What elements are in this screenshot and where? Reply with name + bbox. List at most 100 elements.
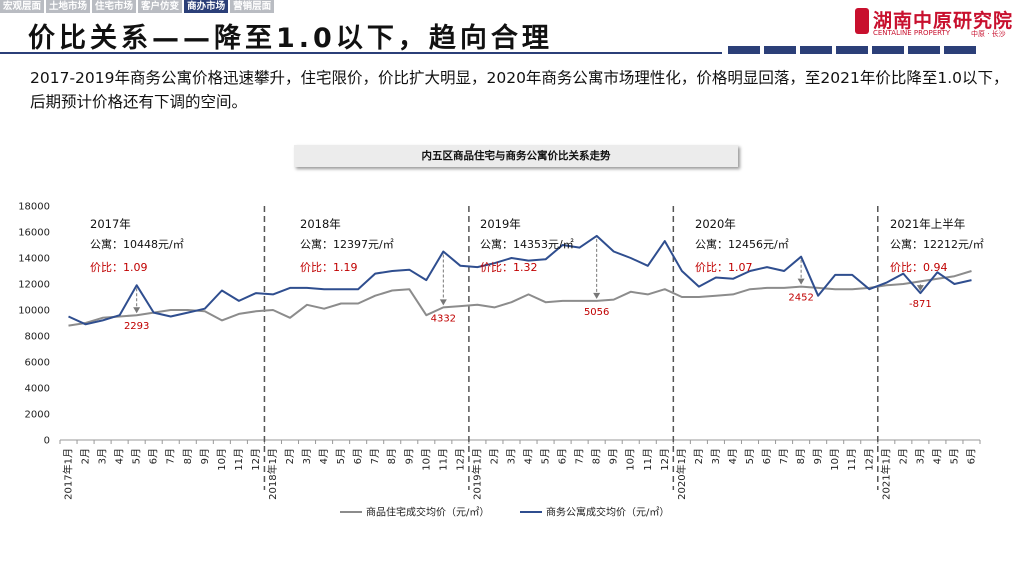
intro-text: 2017-2019年商务公寓价格迅速攀升，住宅限价，价比扩大明显，2020年商务… — [30, 69, 1009, 111]
x-tick-label: 3月 — [505, 448, 517, 464]
nav-item-3[interactable]: 客户仿变 — [138, 0, 183, 13]
y-tick-label: 6000 — [25, 358, 50, 369]
x-tick-label: 2017年1月 — [62, 448, 75, 500]
nav-item-5[interactable]: 营销层面 — [230, 0, 275, 13]
page-title: 价比关系——降至1.0以下，趋向合理 — [28, 23, 553, 54]
x-tick-label: 6月 — [557, 448, 569, 464]
x-tick-label: 7月 — [369, 448, 381, 464]
x-tick-label: 5月 — [131, 448, 143, 464]
segment-apartment-price: 公寓：14353元/㎡ — [480, 237, 574, 251]
x-tick-label: 2月 — [693, 448, 705, 464]
logo-name: 湖南中原研究院 — [873, 10, 1014, 32]
y-tick-label: 8000 — [25, 332, 50, 343]
difference-arrow-icon — [439, 299, 447, 306]
top-navigation: 宏观层面 土地市场 住宅市场 客户仿变 商办市场 营销层面 — [0, 0, 275, 13]
x-tick-label: 3月 — [914, 448, 926, 464]
legend-apartment: 商务公寓成交均价（元/㎡） — [546, 506, 669, 519]
x-tick-label: 2021年1月 — [879, 448, 892, 500]
x-tick-label: 2月 — [284, 448, 296, 464]
y-tick-label: 2000 — [25, 410, 50, 421]
price-ratio-chart: 0 2000 4000 6000 8000 10000 12000 14000 16000 180… — [18, 202, 984, 519]
x-tick-label: 10月 — [420, 448, 432, 471]
x-tick-label: 3月 — [97, 448, 109, 464]
x-tick-label: 11月 — [437, 448, 449, 471]
x-tick-label: 11月 — [642, 448, 654, 471]
y-tick-label: 14000 — [18, 254, 50, 265]
segment-price-ratio: 价比：1.32 — [480, 261, 538, 274]
y-tick-label: 0 — [44, 436, 50, 447]
x-tick-label: 7月 — [165, 448, 177, 464]
segment-year-label: 2021年上半年 — [890, 217, 965, 231]
x-tick-label: 5月 — [744, 448, 756, 464]
y-tick-label: 10000 — [18, 306, 50, 317]
title-accent-blocks — [728, 46, 976, 54]
y-tick-label: 4000 — [25, 384, 50, 395]
logo-city: 中原 · 长沙 — [971, 30, 1006, 38]
brand-logo: 湖南中原研究院 CENTALINE PROPERTY 中原 · 长沙 — [855, 6, 1012, 42]
x-tick-label: 4月 — [114, 448, 126, 464]
difference-label: 4332 — [431, 313, 456, 324]
x-tick-label: 7月 — [574, 448, 586, 464]
x-tick-label: 4月 — [727, 448, 739, 464]
residential-price-line — [68, 270, 972, 327]
x-tick-label: 9月 — [608, 448, 620, 464]
nav-item-1[interactable]: 土地市场 — [46, 0, 91, 13]
segment-price-ratio: 价比：1.07 — [695, 261, 753, 274]
difference-label: 2293 — [124, 321, 149, 332]
difference-arrow-icon — [133, 307, 141, 314]
segment-apartment-price: 公寓：12397元/㎡ — [300, 237, 394, 251]
segment-price-ratio: 价比：1.19 — [300, 261, 358, 274]
x-tick-label: 11月 — [233, 448, 245, 471]
segment-year-label: 2018年 — [300, 217, 341, 231]
x-tick-label: 9月 — [403, 448, 415, 464]
nav-item-2[interactable]: 住宅市场 — [92, 0, 137, 13]
x-tick-label: 12月 — [250, 448, 262, 471]
difference-arrow-icon — [797, 278, 805, 285]
x-tick-label: 6月 — [352, 448, 364, 464]
x-tick-label: 10月 — [829, 448, 841, 471]
y-tick-label: 12000 — [18, 280, 50, 291]
x-tick-label: 7月 — [778, 448, 790, 464]
x-tick-label: 6月 — [965, 448, 977, 464]
difference-label: 5056 — [584, 307, 609, 318]
x-tick-label: 5月 — [335, 448, 347, 464]
x-tick-label: 8月 — [795, 448, 807, 464]
x-tick-label: 8月 — [591, 448, 603, 464]
x-tick-label: 12月 — [454, 448, 466, 471]
x-tick-label: 11月 — [846, 448, 858, 471]
x-tick-label: 4月 — [523, 448, 535, 464]
x-tick-label: 2020年1月 — [675, 448, 688, 500]
legend-residential: 商品住宅成交均价（元/㎡） — [366, 506, 489, 519]
x-tick-label: 4月 — [318, 448, 330, 464]
title-underline — [0, 52, 722, 54]
difference-arrow-icon — [916, 285, 924, 292]
x-tick-label: 8月 — [386, 448, 398, 464]
chart-title: 内五区商品住宅与商务公寓价比关系走势 — [294, 145, 738, 167]
x-tick-label: 9月 — [812, 448, 824, 464]
x-tick-label: 5月 — [540, 448, 552, 464]
x-tick-label: 2019年1月 — [470, 448, 483, 500]
x-tick-label: 12月 — [659, 448, 671, 471]
x-tick-label: 8月 — [182, 448, 194, 464]
x-tick-label: 5月 — [948, 448, 960, 464]
x-tick-label: 2018年1月 — [266, 448, 279, 500]
difference-arrow-icon — [593, 292, 601, 299]
nav-item-0[interactable]: 宏观层面 — [0, 0, 45, 13]
x-tick-label: 6月 — [761, 448, 773, 464]
difference-label: 2452 — [788, 293, 813, 304]
x-tick-label: 10月 — [625, 448, 637, 471]
x-tick-label: 3月 — [710, 448, 722, 464]
segment-year-label: 2020年 — [695, 217, 736, 231]
x-tick-label: 10月 — [216, 448, 228, 471]
segment-year-label: 2017年 — [90, 217, 131, 231]
logo-seal-icon — [855, 8, 869, 34]
segment-price-ratio: 价比：1.09 — [90, 261, 148, 274]
segment-apartment-price: 公寓：12456元/㎡ — [695, 237, 789, 251]
x-tick-label: 6月 — [148, 448, 160, 464]
x-tick-label: 3月 — [301, 448, 313, 464]
x-tick-label: 2月 — [80, 448, 92, 464]
logo-english: CENTALINE PROPERTY — [873, 29, 951, 37]
x-tick-label: 12月 — [863, 448, 875, 471]
x-tick-label: 4月 — [931, 448, 943, 464]
nav-item-4[interactable]: 商办市场 — [184, 0, 229, 13]
